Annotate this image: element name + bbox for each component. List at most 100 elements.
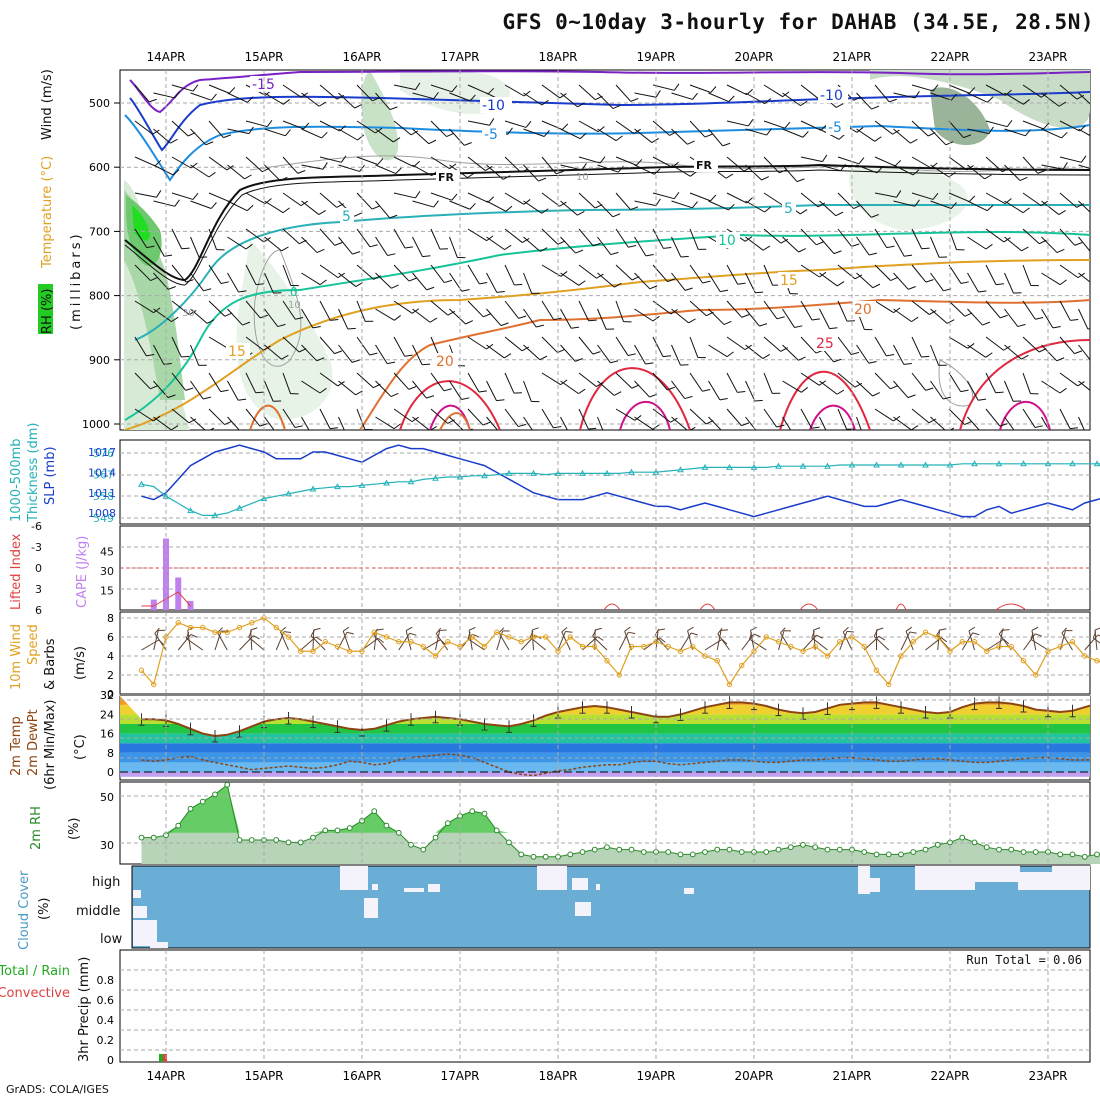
wind-barb-flag — [1056, 248, 1065, 254]
date-label-bottom: 16APR — [342, 1069, 381, 1083]
wind-barb — [504, 336, 523, 352]
rh-marker — [910, 849, 917, 855]
thickness-marker — [260, 495, 268, 502]
wind-barb-flag — [912, 169, 920, 176]
wind-barb — [985, 84, 1006, 96]
wind-barb — [301, 92, 320, 107]
wind-barb — [356, 84, 373, 102]
wind-barb — [264, 380, 274, 402]
li-tick-label: 6 — [35, 604, 42, 617]
contour-20b — [249, 404, 471, 430]
wind-barb-flag — [893, 307, 901, 314]
wind-barb-flag — [615, 135, 623, 142]
wind-barb-flag — [347, 327, 356, 330]
thickness-marker — [824, 462, 831, 469]
wind-barb-flag — [798, 248, 807, 253]
wind-barb-flag — [404, 246, 413, 249]
wind-barb — [153, 92, 176, 99]
wind-ylabel1: 10m Wind — [9, 624, 24, 690]
wind-barb — [319, 408, 331, 429]
wind-barb — [227, 308, 243, 326]
wind10-panel: 8 6 4 2 0 10m Wind Speed & Barbs (m/s) — [9, 611, 1100, 701]
rh-marker — [530, 853, 537, 860]
wind-barb-flag — [964, 420, 973, 426]
wind-barb-flag — [960, 389, 969, 393]
wind-barb — [171, 84, 194, 92]
wind-barb — [819, 236, 835, 254]
wind-barb-flag — [415, 191, 421, 199]
wind-barb-flag — [464, 142, 472, 146]
wind-barb — [134, 84, 150, 103]
wind-barb-flag — [748, 119, 754, 127]
wind-barb — [689, 300, 707, 317]
wind-barb-flag — [925, 387, 934, 391]
wind-barb-flag — [932, 84, 939, 92]
wind-barb-flag — [153, 307, 161, 314]
wind-barb-flag — [238, 398, 247, 401]
wind-barb — [985, 156, 1003, 173]
wind-barb-flag — [428, 139, 437, 145]
wind-barb-flag — [496, 399, 505, 402]
date-label-top: 17APR — [440, 50, 479, 64]
wind-barb-flag — [856, 127, 864, 133]
wind-barb — [208, 372, 222, 392]
wind-barb-flag — [539, 247, 548, 252]
wind-barb — [948, 84, 970, 94]
wind-barb-flag — [710, 86, 717, 93]
wind10-barb — [1030, 638, 1049, 651]
wind-barb-flag — [245, 243, 253, 250]
wind10-barb — [435, 633, 449, 651]
wind-barb — [708, 308, 725, 325]
wind-barb — [967, 200, 988, 212]
wind10-barb — [1092, 637, 1100, 644]
wind-barb — [708, 344, 728, 358]
wind-speed-marker — [910, 639, 916, 645]
wind-barb-flag — [673, 83, 680, 91]
wind-barb — [449, 128, 465, 146]
temp-ylabel1: 2m Temp — [9, 716, 24, 776]
wind10-barb — [716, 630, 722, 651]
rh-marker — [885, 851, 892, 858]
wind-barb-flag — [833, 250, 842, 255]
wind10-barb-flag — [628, 631, 636, 635]
wind10-barb — [778, 630, 785, 651]
wind-barb-flag — [613, 391, 622, 396]
wind-barb-flag — [627, 353, 636, 356]
wind-barb-flag — [203, 288, 212, 292]
date-label-bottom: 14APR — [146, 1069, 185, 1083]
wind-barb-flag — [1096, 391, 1100, 395]
wind-barb — [708, 128, 724, 147]
wind-barb — [208, 84, 230, 94]
label-rh30: 30 — [182, 308, 195, 319]
wind-speed-marker — [984, 648, 990, 654]
wind-barb-flag — [312, 326, 321, 329]
thickness-marker — [848, 461, 856, 468]
wind-barb — [985, 264, 997, 285]
rh-marker — [1008, 846, 1015, 853]
wind-barb-flag — [228, 195, 236, 202]
wind-barb — [319, 192, 337, 208]
wind-barb-flag — [614, 282, 622, 288]
wind-barb — [245, 300, 261, 319]
wind-barb — [356, 408, 366, 430]
wind10-barb-flag — [498, 627, 505, 634]
wind-barb — [911, 120, 929, 137]
wind-barb — [412, 380, 427, 399]
wind-barb-flag — [208, 171, 216, 178]
wind-barb — [967, 416, 980, 430]
rh-marker — [1069, 851, 1076, 858]
wind-barb-flag — [610, 360, 619, 364]
wind-barb — [430, 408, 448, 424]
date-labels-bottom: 14APR 15APR 16APR 17APR 18APR 19APR 20APR 21APR… — [146, 1069, 1067, 1083]
wind-barb — [800, 228, 817, 246]
wind-barb — [837, 408, 848, 430]
wind-barb-flag — [1058, 210, 1066, 215]
date-label-bottom: 23APR — [1028, 1069, 1067, 1083]
rh-marker — [702, 849, 708, 855]
wind-barb — [467, 228, 487, 242]
wind-barb — [634, 92, 657, 98]
wind-barb-flag — [782, 91, 790, 98]
wind-barb — [745, 380, 756, 402]
wind10-barb-flag — [185, 631, 190, 639]
wind-barb — [356, 120, 376, 134]
